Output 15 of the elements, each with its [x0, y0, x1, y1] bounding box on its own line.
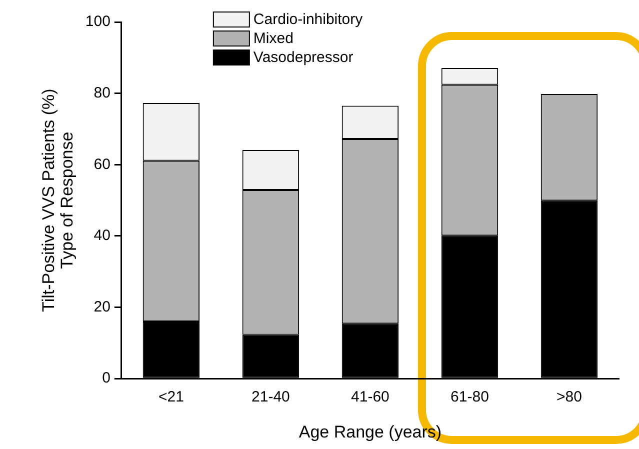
- x-tick-label: 21-40: [252, 388, 290, 406]
- legend-label: Mixed: [253, 30, 294, 48]
- y-tick-label: 100: [85, 13, 110, 30]
- y-tick-label: 40: [94, 227, 110, 244]
- x-tick-label: 61-80: [450, 388, 489, 406]
- y-tick-label: 20: [94, 298, 110, 316]
- x-tick-label: >80: [556, 388, 582, 406]
- legend-label: Vasodepressor: [253, 49, 354, 66]
- x-tick-label: 41-60: [351, 388, 390, 406]
- legend-label: Cardio-inhibitory: [253, 11, 364, 28]
- y-tick-label: 0: [102, 370, 110, 387]
- y-tick-label: 60: [94, 156, 110, 173]
- y-tick-label: 80: [94, 84, 110, 102]
- x-tick-label: <21: [158, 388, 184, 406]
- y-axis-title: Tilt-Positive VVS Patients (%) Type of Response: [39, 88, 77, 312]
